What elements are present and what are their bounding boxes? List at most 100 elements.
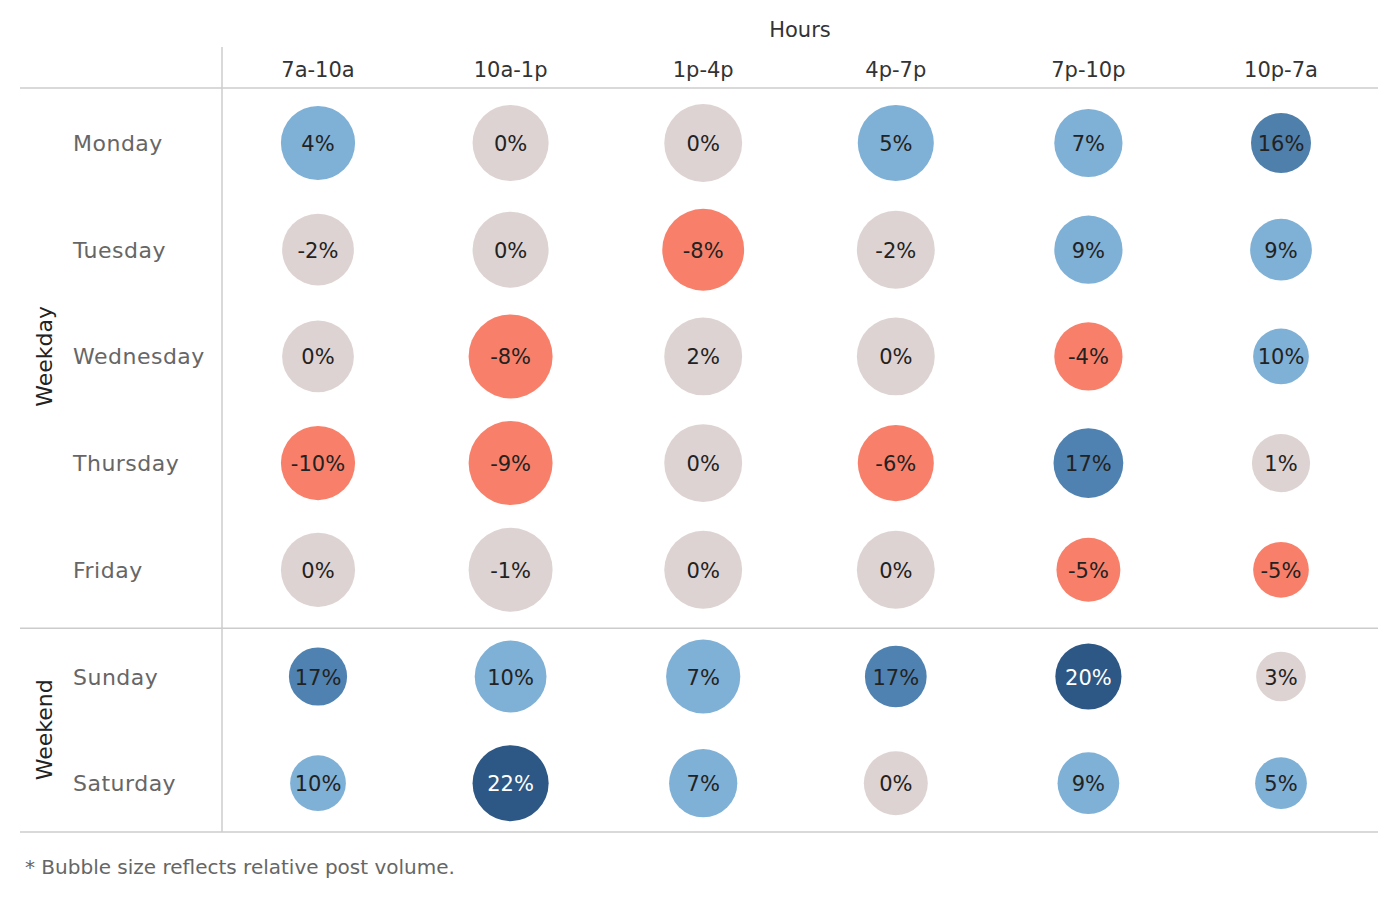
column-label: 4p-7p — [865, 58, 926, 82]
data-label: 0% — [494, 239, 527, 263]
data-label: 10% — [1258, 345, 1305, 369]
bubble — [1058, 752, 1120, 814]
bubble — [281, 106, 355, 180]
row-label: Saturday — [73, 771, 176, 796]
data-label: -6% — [875, 452, 916, 476]
column-label: 10p-7a — [1244, 58, 1318, 82]
data-label: 5% — [879, 132, 912, 156]
column-label: 7a-10a — [281, 58, 354, 82]
data-label: 5% — [1264, 772, 1297, 796]
bubble — [857, 211, 935, 289]
bubble — [1255, 757, 1307, 809]
data-label: -1% — [490, 559, 531, 583]
data-label: -8% — [683, 239, 724, 263]
x-axis-label: Hours — [769, 18, 831, 42]
bubble — [666, 639, 740, 713]
bubble — [865, 646, 927, 708]
bubble — [469, 421, 553, 505]
data-label: 7% — [1072, 132, 1105, 156]
bubble — [864, 751, 928, 815]
data-label: -2% — [298, 239, 339, 263]
data-label: 0% — [879, 345, 912, 369]
bubble — [1054, 109, 1122, 177]
data-label: 3% — [1264, 666, 1297, 690]
data-label: 7% — [687, 772, 720, 796]
row-label: Sunday — [73, 665, 158, 690]
bubble — [281, 533, 355, 607]
bubble — [1054, 216, 1122, 284]
bubble — [1056, 538, 1120, 602]
bubble — [664, 424, 742, 502]
data-label: 0% — [687, 559, 720, 583]
bubble — [473, 105, 549, 181]
row-label: Monday — [73, 131, 163, 156]
data-label: 0% — [301, 345, 334, 369]
bubble — [857, 531, 935, 609]
bubble — [858, 425, 934, 501]
bubble — [664, 104, 742, 182]
group-label: Weekday — [32, 306, 57, 407]
data-label: 9% — [1072, 239, 1105, 263]
data-label: 4% — [301, 132, 334, 156]
data-label: -2% — [875, 239, 916, 263]
bubble — [664, 531, 742, 609]
data-label: 10% — [295, 772, 342, 796]
divider — [20, 627, 1378, 629]
data-label: -10% — [291, 452, 345, 476]
row-label: Thursday — [72, 451, 179, 476]
row-label: Friday — [73, 558, 143, 583]
data-label: 7% — [687, 666, 720, 690]
data-label: 17% — [1065, 452, 1112, 476]
bubble — [1250, 219, 1312, 281]
bubble — [664, 317, 742, 395]
bubble — [290, 755, 346, 811]
bubble — [469, 528, 553, 612]
bubble — [1252, 434, 1310, 492]
group-label: Weekend — [32, 679, 57, 780]
row-label: Tuesday — [72, 238, 166, 263]
data-label: -4% — [1068, 345, 1109, 369]
bubble — [1253, 542, 1309, 598]
bubble — [473, 212, 549, 288]
data-label: 16% — [1258, 132, 1305, 156]
row-label: Wednesday — [73, 344, 205, 369]
data-label: 0% — [879, 772, 912, 796]
data-label: 0% — [687, 132, 720, 156]
data-label: -9% — [490, 452, 531, 476]
bubble — [1055, 643, 1121, 709]
bubble — [1256, 652, 1306, 702]
bubble — [282, 214, 354, 286]
bubble — [1054, 322, 1122, 390]
data-label: 0% — [879, 559, 912, 583]
bubble — [475, 641, 547, 713]
data-label: 2% — [687, 345, 720, 369]
column-label: 1p-4p — [673, 58, 734, 82]
data-label: 10% — [487, 666, 534, 690]
data-label: 0% — [687, 452, 720, 476]
data-label: 0% — [301, 559, 334, 583]
divider — [20, 87, 1378, 89]
bubble — [1054, 428, 1124, 498]
data-label: 9% — [1264, 239, 1297, 263]
bubble — [281, 426, 355, 500]
bubble — [662, 209, 744, 291]
chart: Hours 7a-10a 10a-1p 1p-4p 4p-7p 7p-10p 10p-7a M… — [0, 0, 1400, 900]
data-label: -5% — [1261, 559, 1302, 583]
data-label: -8% — [490, 345, 531, 369]
bubble — [469, 314, 553, 398]
bubble — [857, 317, 935, 395]
data-label: 1% — [1264, 452, 1297, 476]
bubble — [1251, 113, 1311, 173]
data-label: 20% — [1065, 666, 1112, 690]
data-label: 0% — [494, 132, 527, 156]
column-label: 10a-1p — [474, 58, 548, 82]
divider — [20, 831, 1378, 833]
bubble — [473, 745, 549, 821]
data-label: -5% — [1068, 559, 1109, 583]
column-label: 7p-10p — [1051, 58, 1125, 82]
bubble — [282, 321, 354, 393]
data-label: 17% — [295, 666, 342, 690]
bubble — [289, 647, 347, 705]
bubble — [1253, 329, 1309, 385]
data-label: 9% — [1072, 772, 1105, 796]
